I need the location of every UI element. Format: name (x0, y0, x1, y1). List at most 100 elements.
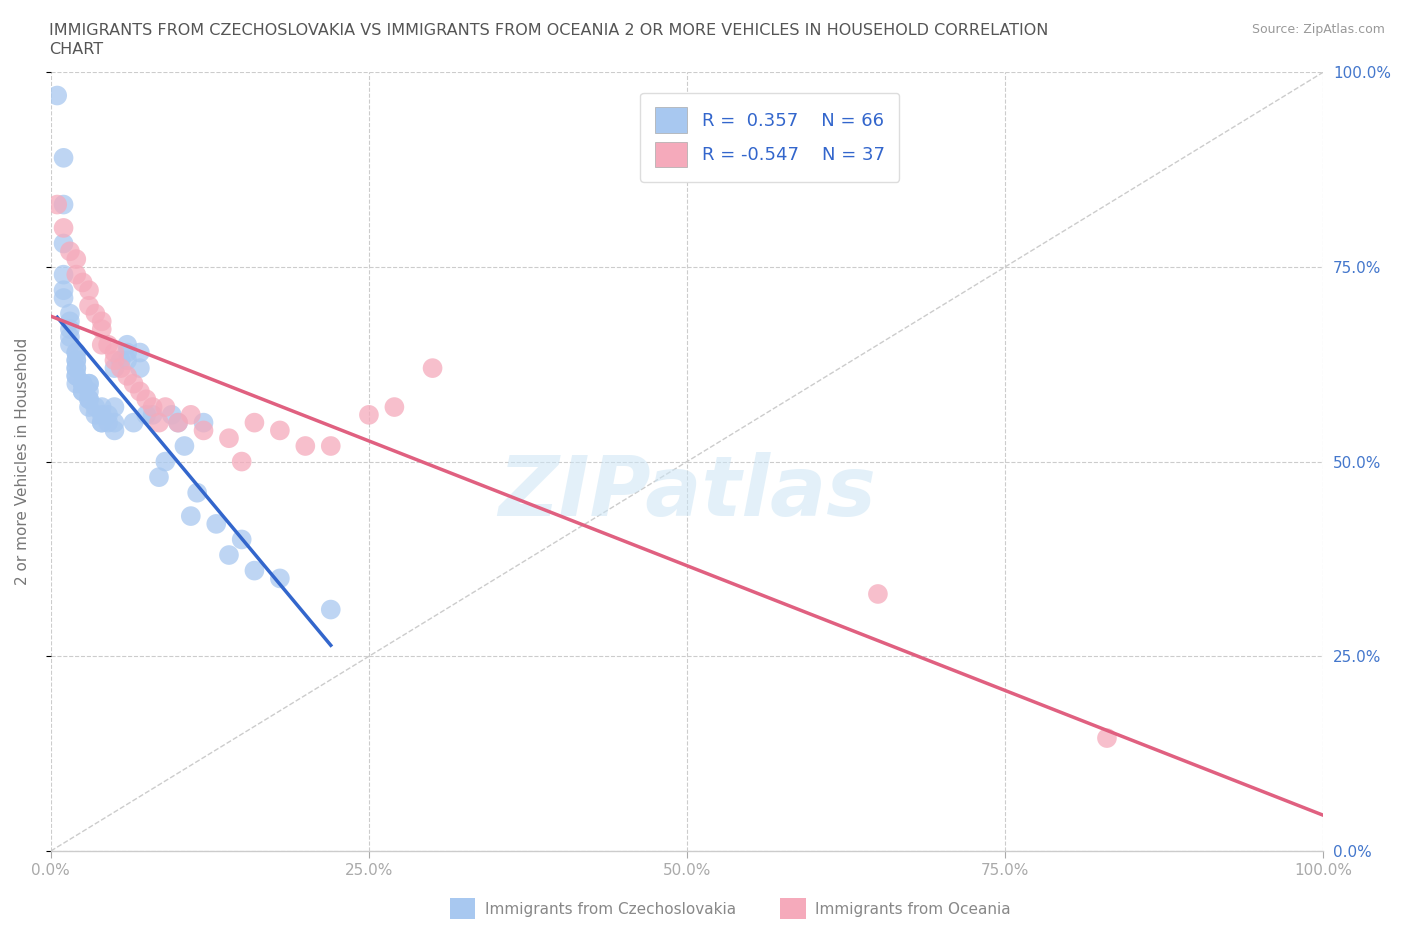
Point (59, 314, 82, 329)
Point (103, 361, 125, 376)
Point (103, 352, 125, 367)
Text: ZIPatlas: ZIPatlas (498, 452, 876, 533)
Point (59, 329, 82, 344)
Point (129, 361, 152, 376)
Point (231, 454, 253, 469)
Point (186, 485, 208, 500)
Point (52, 267, 75, 282)
Point (77, 377, 100, 392)
Point (294, 439, 316, 454)
Point (122, 415, 145, 430)
Point (160, 407, 183, 422)
Point (103, 423, 125, 438)
Point (77, 400, 100, 415)
Point (97, 415, 120, 430)
Point (65, 352, 87, 367)
Point (97, 338, 120, 352)
Point (65, 361, 87, 376)
Point (243, 415, 266, 430)
Point (115, 345, 138, 360)
Point (52, 290, 75, 305)
Point (384, 400, 406, 415)
Text: Immigrants from Czechoslovakia: Immigrants from Czechoslovakia (485, 902, 737, 917)
Point (193, 423, 215, 438)
Point (148, 470, 170, 485)
Point (269, 423, 291, 438)
Point (218, 431, 240, 445)
Point (59, 244, 82, 259)
Point (97, 407, 120, 422)
Point (65, 368, 87, 383)
Point (52, 283, 75, 298)
Point (65, 361, 87, 376)
Point (65, 368, 87, 383)
Point (72, 384, 94, 399)
Point (167, 415, 190, 430)
Point (103, 345, 125, 360)
Point (90, 415, 112, 430)
Point (84, 306, 107, 321)
Point (59, 338, 82, 352)
Point (72, 377, 94, 392)
Point (231, 532, 253, 547)
Text: Immigrants from Oceania: Immigrants from Oceania (815, 902, 1011, 917)
Point (115, 352, 138, 367)
Point (77, 283, 100, 298)
Point (77, 299, 100, 313)
Point (52, 220, 75, 235)
Point (357, 407, 380, 422)
Point (167, 415, 190, 430)
Point (155, 400, 177, 415)
Point (77, 392, 100, 406)
Point (90, 415, 112, 430)
Point (115, 368, 138, 383)
Point (319, 439, 342, 454)
Point (129, 384, 152, 399)
Point (65, 345, 87, 360)
Point (65, 345, 87, 360)
Text: Source: ZipAtlas.com: Source: ZipAtlas.com (1251, 23, 1385, 36)
Point (115, 338, 138, 352)
Point (77, 392, 100, 406)
Point (52, 197, 75, 212)
Y-axis label: 2 or more Vehicles in Household: 2 or more Vehicles in Household (15, 338, 30, 585)
Point (142, 400, 165, 415)
Point (422, 361, 444, 376)
Point (46, 88, 69, 103)
Point (65, 352, 87, 367)
Point (218, 548, 240, 563)
Point (72, 377, 94, 392)
Point (52, 151, 75, 166)
Point (155, 454, 177, 469)
Point (193, 415, 215, 430)
Point (46, 197, 69, 212)
Point (103, 415, 125, 430)
Point (148, 415, 170, 430)
Point (122, 377, 145, 392)
Point (65, 252, 87, 267)
Point (319, 602, 342, 617)
Point (72, 275, 94, 290)
Point (59, 322, 82, 337)
Point (180, 509, 202, 524)
Point (866, 587, 889, 602)
Point (84, 400, 107, 415)
Point (110, 352, 132, 367)
Point (103, 400, 125, 415)
Point (173, 439, 195, 454)
Point (129, 345, 152, 360)
Text: IMMIGRANTS FROM CZECHOSLOVAKIA VS IMMIGRANTS FROM OCEANIA 2 OR MORE VEHICLES IN : IMMIGRANTS FROM CZECHOSLOVAKIA VS IMMIGR… (49, 23, 1049, 38)
Point (84, 407, 107, 422)
Point (59, 306, 82, 321)
Point (180, 407, 202, 422)
Point (142, 407, 165, 422)
Point (205, 516, 228, 531)
Point (90, 338, 112, 352)
Point (110, 361, 132, 376)
Point (72, 384, 94, 399)
Point (135, 407, 157, 422)
Point (90, 407, 112, 422)
Point (135, 392, 157, 406)
Point (65, 377, 87, 392)
Point (243, 564, 266, 578)
